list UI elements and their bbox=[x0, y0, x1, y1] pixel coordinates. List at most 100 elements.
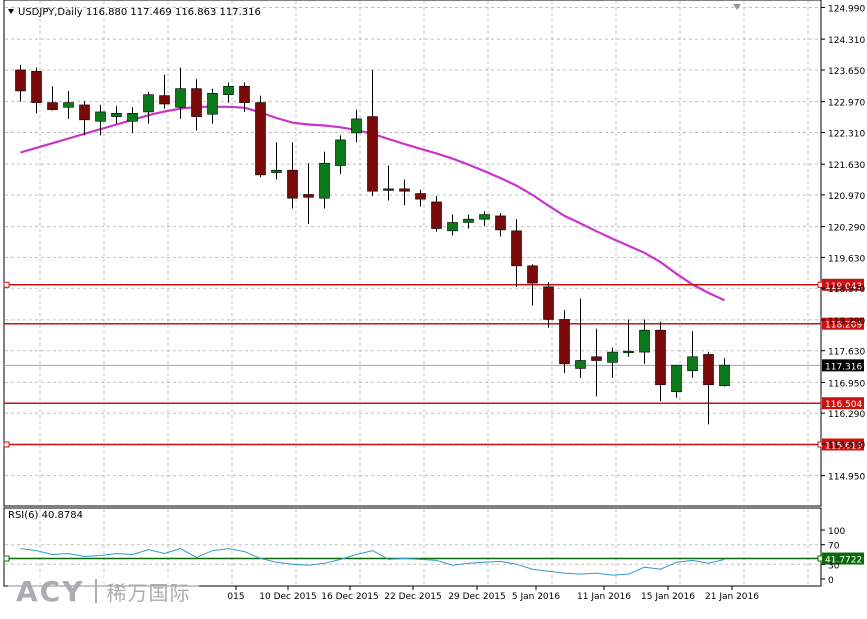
candle-bearish bbox=[255, 102, 266, 176]
candle-bullish bbox=[207, 92, 218, 115]
rsi-tick-label: 70 bbox=[828, 542, 840, 552]
candle-bearish bbox=[47, 102, 58, 110]
candle-bullish bbox=[127, 113, 138, 122]
price-axis: 124.990 124.310 123.650 122.970 122.310 121.6… bbox=[821, 4, 865, 483]
y-tick-label: 115.630 bbox=[828, 441, 865, 451]
rsi-tick-label: 30 bbox=[828, 561, 840, 571]
candle-bullish bbox=[335, 139, 346, 166]
candle-bullish bbox=[111, 113, 122, 117]
y-tick-label: 120.970 bbox=[828, 192, 865, 202]
candle-bullish bbox=[719, 364, 730, 386]
y-tick-label: 124.990 bbox=[828, 4, 865, 14]
last-price-label: 117.316 bbox=[825, 362, 862, 372]
y-tick-label: 118.290 bbox=[828, 317, 865, 327]
candle-bearish bbox=[79, 104, 90, 121]
candle-bullish bbox=[351, 118, 362, 134]
y-tick-label: 122.310 bbox=[828, 129, 865, 139]
watermark-divider bbox=[94, 579, 97, 603]
x-tick-label: 22 Dec 2015 bbox=[384, 592, 442, 602]
candle-bearish bbox=[591, 356, 602, 361]
level-label: 118.209 bbox=[825, 321, 862, 331]
x-tick-label: 5 Jan 2016 bbox=[512, 592, 560, 602]
candle-bearish bbox=[655, 329, 666, 386]
level-label: 119.043 bbox=[825, 282, 862, 292]
candle-bearish bbox=[31, 71, 42, 103]
y-tick-label: 123.650 bbox=[828, 67, 865, 77]
rsi-indicator: 41.7722 bbox=[3, 548, 864, 576]
price-panel-frame bbox=[3, 0, 822, 507]
candle-bullish bbox=[607, 351, 618, 363]
level-label-box bbox=[822, 438, 864, 451]
candle-bullish bbox=[175, 88, 186, 108]
candle-bearish bbox=[367, 116, 378, 192]
shift-marker-icon[interactable] bbox=[733, 4, 741, 10]
candle-bullish bbox=[639, 329, 650, 353]
candle-bullish bbox=[95, 111, 106, 122]
level-label-box bbox=[822, 317, 864, 330]
x-tick-label: 21 Jan 2016 bbox=[705, 592, 759, 602]
candle-bearish bbox=[431, 201, 442, 229]
dropdown-triangle-icon[interactable] bbox=[8, 9, 14, 14]
y-tick-label: 121.630 bbox=[828, 161, 865, 171]
candle-bullish bbox=[575, 360, 586, 369]
candle-bearish bbox=[527, 265, 538, 284]
y-tick-label: 117.630 bbox=[828, 348, 865, 358]
rsi-panel-frame bbox=[3, 507, 822, 587]
rsi-header: RSI(6) 40.8784 bbox=[8, 510, 83, 521]
grid-lines bbox=[5, 1, 820, 585]
candle-bullish bbox=[143, 94, 154, 113]
y-tick-label: 124.310 bbox=[828, 36, 865, 46]
candle-bearish bbox=[559, 319, 570, 365]
level-label-box bbox=[822, 278, 864, 291]
rsi-level-marker bbox=[3, 555, 10, 562]
candle-bearish bbox=[543, 286, 554, 320]
candle-bearish bbox=[239, 85, 250, 103]
candle-bearish bbox=[399, 188, 410, 192]
y-tick-label: 116.290 bbox=[828, 410, 865, 420]
level-marker bbox=[3, 441, 10, 448]
rsi-line bbox=[20, 548, 725, 576]
x-tick-label: 10 Dec 2015 bbox=[259, 592, 317, 602]
y-tick-label: 122.970 bbox=[828, 99, 865, 109]
y-tick-label: 116.950 bbox=[828, 379, 865, 389]
rsi-tick-label: 0 bbox=[828, 576, 834, 586]
rsi-level-box bbox=[822, 552, 864, 565]
candle-bullish bbox=[319, 162, 330, 199]
x-tick-label: 11 Jan 2016 bbox=[577, 592, 631, 602]
candle-bearish bbox=[495, 215, 506, 231]
last-price-box bbox=[822, 359, 864, 372]
candle-bullish bbox=[479, 214, 490, 220]
level-label-box bbox=[822, 397, 864, 410]
x-tick-label: 29 Dec 2015 bbox=[448, 592, 506, 602]
rsi-tick-label: 100 bbox=[828, 527, 845, 537]
candle-bullish bbox=[623, 350, 634, 353]
candle-bearish bbox=[303, 194, 314, 198]
candlesticks bbox=[15, 64, 730, 425]
candle-bearish bbox=[383, 188, 394, 191]
time-axis: 015 10 Dec 2015 16 Dec 2015 22 Dec 2015 29 D… bbox=[227, 586, 759, 602]
candle-bearish bbox=[191, 88, 202, 117]
y-tick-label: 119.630 bbox=[828, 254, 865, 264]
candle-bullish bbox=[671, 364, 682, 393]
candle-bearish bbox=[415, 193, 426, 200]
x-tick-label: 15 Jan 2016 bbox=[641, 592, 695, 602]
candle-bearish bbox=[159, 95, 170, 105]
rsi-level-label: 41.7722 bbox=[825, 556, 862, 566]
candle-bearish bbox=[287, 169, 298, 199]
watermark-chinese: 稀万国际 bbox=[106, 580, 191, 605]
level-label: 116.504 bbox=[825, 400, 862, 410]
candle-bullish bbox=[223, 85, 234, 95]
candle-bullish bbox=[63, 102, 74, 108]
candle-bearish bbox=[703, 354, 714, 386]
x-tick-label: 16 Dec 2015 bbox=[321, 592, 379, 602]
y-tick-label: 120.290 bbox=[828, 224, 865, 234]
candle-bullish bbox=[271, 169, 282, 173]
watermark-brand: ACY bbox=[16, 574, 85, 608]
watermark: ACY 稀万国际 bbox=[8, 574, 199, 608]
level-marker bbox=[3, 281, 10, 288]
candle-bearish bbox=[511, 230, 522, 267]
symbol-header: USDJPY,Daily 116.880 117.469 116.863 117… bbox=[18, 7, 261, 18]
horizontal-levels: 119.043 118.209 116.504 115.619 117.316 bbox=[3, 278, 864, 451]
candle-bullish bbox=[463, 218, 474, 223]
